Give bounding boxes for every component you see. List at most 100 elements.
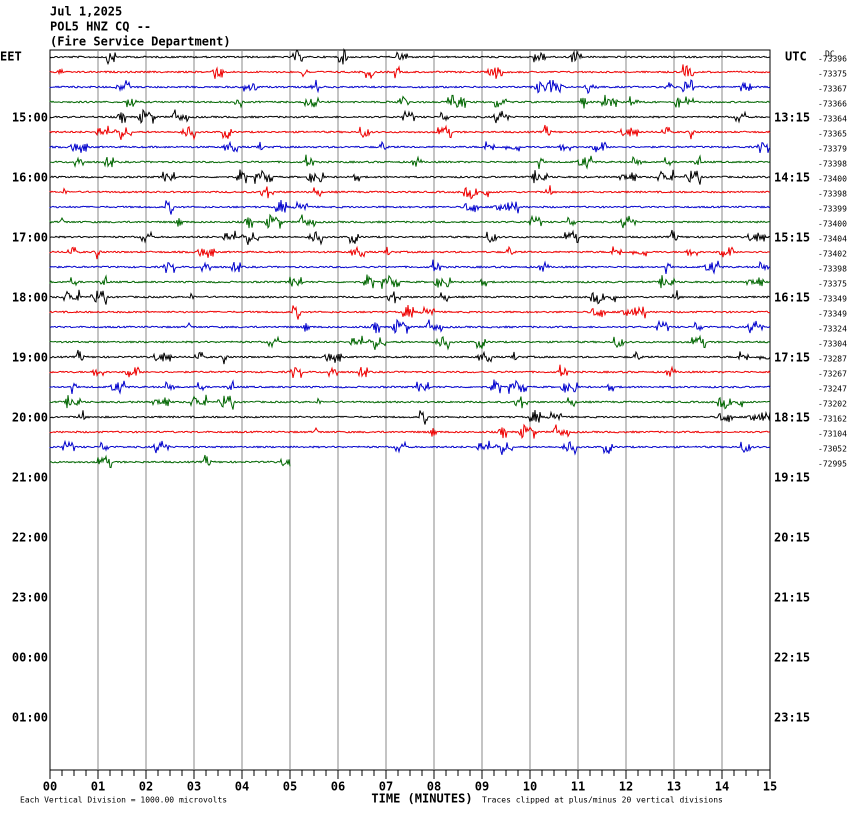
trace — [49, 108, 771, 125]
right-time-label: 21:15 — [774, 591, 810, 605]
trace-label: -73375 — [818, 70, 847, 79]
agency: (Fire Service Department) — [50, 35, 231, 49]
right-time-label: 14:15 — [774, 171, 810, 185]
x-tick-label: 07 — [379, 780, 393, 794]
x-tick-label: 11 — [571, 780, 585, 794]
trace-label: -73367 — [818, 85, 847, 94]
trace-label: -73052 — [818, 445, 847, 454]
trace — [49, 394, 771, 410]
trace-label: -73324 — [818, 325, 847, 334]
trace-label: -73398 — [818, 265, 847, 274]
trace-label: -73398 — [818, 190, 847, 199]
trace — [49, 305, 771, 320]
trace-label: -73396 — [818, 55, 847, 64]
x-tick-label: 05 — [283, 780, 297, 794]
right-time-label: 16:15 — [774, 291, 810, 305]
left-time-label: 22:00 — [12, 531, 48, 545]
filter: DC — [825, 50, 835, 59]
x-tick-label: 06 — [331, 780, 345, 794]
trace-label: -73247 — [818, 385, 847, 394]
trace-label: -72995 — [818, 460, 847, 469]
trace — [49, 439, 771, 456]
trace-label: -73287 — [818, 355, 847, 364]
left-time-label: 15:00 — [12, 111, 48, 125]
trace — [49, 154, 771, 170]
trace-label: -73365 — [818, 130, 847, 139]
trace — [49, 48, 771, 66]
left-time-label: 18:00 — [12, 291, 48, 305]
right-time-label: 23:15 — [774, 711, 810, 725]
trace — [49, 349, 771, 365]
x-tick-label: 12 — [619, 780, 633, 794]
trace — [49, 245, 770, 260]
trace — [49, 94, 771, 109]
trace-label: -73375 — [818, 280, 847, 289]
left-time-label: 23:00 — [12, 591, 48, 605]
trace-label: -73398 — [818, 160, 847, 169]
trace — [49, 274, 771, 289]
date: Jul 1,2025 — [50, 5, 122, 19]
trace-label: -73400 — [818, 220, 847, 229]
x-tick-label: 00 — [43, 780, 57, 794]
x-tick-label: 03 — [187, 780, 201, 794]
trace — [49, 169, 771, 185]
station: POL5 HNZ CQ -- — [50, 20, 151, 34]
trace-label: -73364 — [818, 115, 847, 124]
trace — [49, 64, 771, 79]
trace — [49, 334, 771, 351]
x-tick-label: 02 — [139, 780, 153, 794]
left-time-label: 00:00 — [12, 651, 48, 665]
trace-label: -73202 — [818, 400, 847, 409]
trace-label: -73400 — [818, 175, 847, 184]
trace-label: -73404 — [818, 235, 847, 244]
right-axis-title: UTC — [785, 50, 807, 64]
x-tick-label: 14 — [715, 780, 729, 794]
left-time-label: 01:00 — [12, 711, 48, 725]
trace — [49, 410, 771, 425]
trace-label: -73379 — [818, 145, 847, 154]
clip-note: Traces clipped at plus/minus 20 vertical… — [482, 796, 723, 805]
x-tick-label: 04 — [235, 780, 249, 794]
trace — [49, 454, 291, 469]
left-time-label: 16:00 — [12, 171, 48, 185]
trace-label: -73304 — [818, 340, 847, 349]
trace-label: -73349 — [818, 310, 847, 319]
trace — [49, 364, 771, 379]
x-tick-label: 10 — [523, 780, 537, 794]
trace — [49, 200, 771, 215]
x-tick-label: 01 — [91, 780, 105, 794]
x-tick-label: 09 — [475, 780, 489, 794]
right-time-label: 20:15 — [774, 531, 810, 545]
left-time-label: 19:00 — [12, 351, 48, 365]
trace — [49, 289, 771, 305]
right-time-label: 15:15 — [774, 231, 810, 245]
trace — [49, 423, 771, 440]
trace — [49, 185, 771, 200]
trace — [49, 229, 771, 246]
right-time-label: 19:15 — [774, 471, 810, 485]
trace — [49, 140, 771, 154]
left-time-label: 17:00 — [12, 231, 48, 245]
left-axis-title: EET — [0, 50, 22, 64]
scale-note: Each Vertical Division = 1000.00 microvo… — [20, 796, 227, 805]
trace — [49, 259, 771, 275]
x-tick-label: 15 — [763, 780, 777, 794]
trace — [49, 213, 771, 230]
right-time-label: 17:15 — [774, 351, 810, 365]
trace-label: -73267 — [818, 370, 847, 379]
trace-label: -73104 — [818, 430, 847, 439]
right-time-label: 13:15 — [774, 111, 810, 125]
x-tick-label: 08 — [427, 780, 441, 794]
trace — [49, 379, 771, 395]
right-time-label: 22:15 — [774, 651, 810, 665]
trace-label: -73366 — [818, 100, 847, 109]
trace — [49, 79, 771, 95]
right-time-label: 18:15 — [774, 411, 810, 425]
x-axis-title: TIME (MINUTES) — [371, 792, 472, 806]
trace-label: -73399 — [818, 205, 847, 214]
x-tick-label: 13 — [667, 780, 681, 794]
left-time-label: 20:00 — [12, 411, 48, 425]
trace-label: -73402 — [818, 250, 847, 259]
